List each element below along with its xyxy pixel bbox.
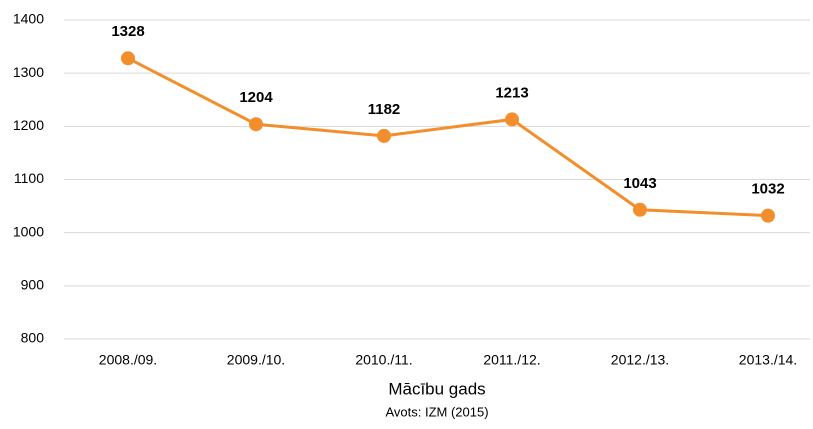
data-point <box>761 208 775 223</box>
data-label: 1182 <box>368 101 401 118</box>
x-axis-title: Mācību gads <box>388 379 485 398</box>
source-note: Avots: IZM (2015) <box>385 404 488 419</box>
x-tick-label: 2008./09. <box>99 352 157 368</box>
data-label: 1204 <box>239 89 273 106</box>
data-label: 1043 <box>623 175 656 192</box>
x-tick-label: 2011./12. <box>483 352 540 368</box>
y-tick-label: 1300 <box>13 64 44 80</box>
data-point <box>633 202 647 217</box>
data-label: 1213 <box>495 84 528 101</box>
data-point <box>505 112 519 127</box>
series-line <box>127 56 769 218</box>
y-tick-label: 1200 <box>13 117 44 133</box>
data-label: 1328 <box>111 23 144 40</box>
data-point <box>121 51 135 66</box>
data-point <box>377 128 391 143</box>
y-tick-label: 1000 <box>13 223 44 239</box>
x-tick-label: 2009./10. <box>227 352 285 368</box>
y-tick-label: 1400 <box>13 11 44 27</box>
y-tick-label: 900 <box>21 277 45 293</box>
data-label: 1032 <box>751 181 784 198</box>
y-tick-label: 800 <box>21 330 45 346</box>
y-tick-label: 1100 <box>14 170 44 186</box>
x-tick-label: 2012./13. <box>611 352 669 368</box>
x-tick-label: 2013./14. <box>739 352 797 368</box>
x-tick-label: 2010./11. <box>355 352 412 368</box>
data-point <box>249 117 263 132</box>
